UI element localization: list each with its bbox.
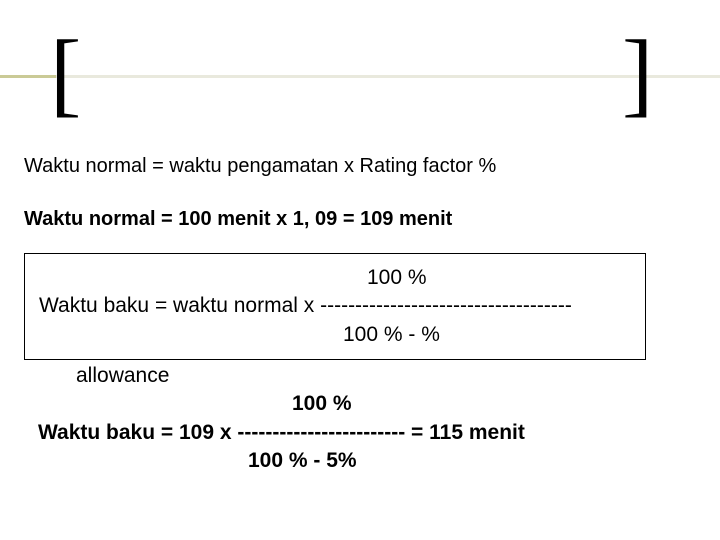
content-area: Waktu normal = waktu pengamatan x Rating… bbox=[24, 155, 696, 475]
formula-box: 100 % Waktu baku = waktu normal x ------… bbox=[24, 253, 646, 360]
right-bracket-icon: ] bbox=[622, 20, 653, 128]
box-formula-line: Waktu baku = waktu normal x ------------… bbox=[39, 292, 631, 320]
header-bracket-area: [ ] bbox=[0, 0, 720, 140]
horizontal-rule bbox=[0, 75, 720, 78]
result-denominator: 100 % - 5% bbox=[38, 447, 696, 475]
formula-calculation: Waktu normal = 100 menit x 1, 09 = 109 m… bbox=[24, 208, 696, 231]
box-denominator: 100 % - % bbox=[39, 321, 631, 349]
allowance-label: allowance bbox=[38, 362, 696, 390]
result-numerator: 100 % bbox=[38, 390, 696, 418]
result-formula-line: Waktu baku = 109 x ---------------------… bbox=[38, 419, 696, 447]
left-bracket-icon: [ bbox=[50, 20, 81, 128]
formula-definition: Waktu normal = waktu pengamatan x Rating… bbox=[24, 155, 696, 178]
below-box-area: allowance 100 % Waktu baku = 109 x -----… bbox=[24, 362, 696, 475]
box-numerator: 100 % bbox=[39, 264, 631, 292]
